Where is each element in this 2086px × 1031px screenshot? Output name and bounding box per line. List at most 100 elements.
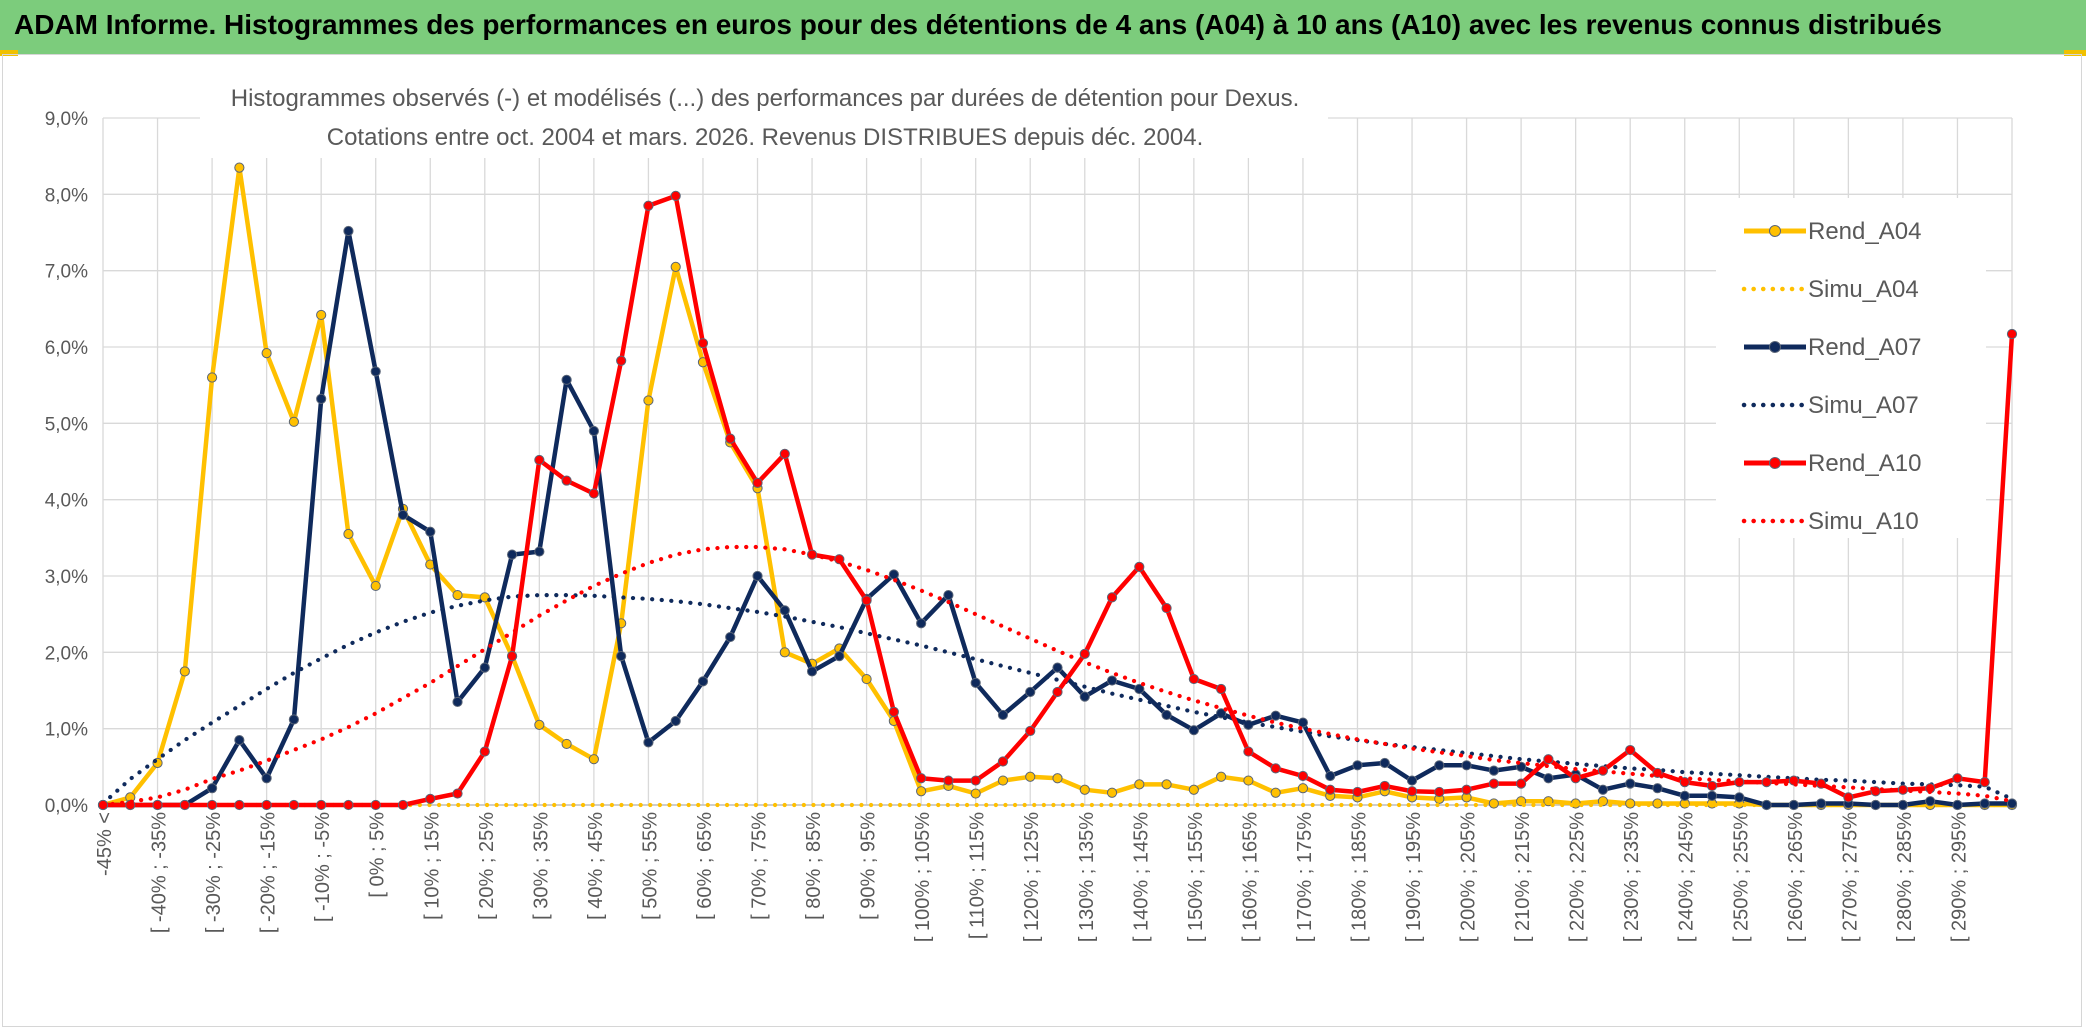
series-rend-a04-point [1134,779,1145,790]
series-rend-a07-point [1734,792,1745,803]
series-rend-a07-point [1679,790,1690,801]
series-rend-a10-point [506,651,518,662]
series-rend-a10-point [1106,592,1118,603]
x-category-label: -45% < [94,812,116,876]
series-rend-a07-point [1979,798,1990,809]
series-rend-a07-point [1816,798,1827,809]
series-rend-a07-point [1761,799,1772,811]
legend-marker-rend-a07 [1769,341,1781,353]
series-rend-a07-point [343,225,354,237]
series-rend-a04-point [1543,796,1554,807]
series-rend-a10-point [179,799,190,811]
series-rend-a04-point [234,162,245,173]
series-rend-a10-point [1161,602,1172,614]
series-rend-a07-point [1325,770,1336,782]
series-rend-a04-point [1106,787,1118,798]
series-rend-a07-point [234,735,245,746]
y-tick-label: 7,0% [45,262,88,283]
series-rend-a04-point [561,738,572,750]
series-rend-a07-point [1461,760,1472,771]
series-rend-a10-point [534,454,545,466]
series-rend-a10-point [1025,725,1036,737]
series-rend-a10-point [1379,780,1390,792]
x-category-label: [ 240% ; 245% [1676,812,1698,942]
series-rend-a10-point [616,355,627,366]
legend-label-rend-a07: Rend_A07 [1808,334,1921,361]
series-rend-a04-point [1079,784,1090,795]
series-rend-a10-point [1216,683,1227,695]
y-tick-label: 6,0% [45,338,88,359]
series-rend-a07-point [1406,775,1418,786]
series-rend-a10-point [997,756,1009,767]
series-rend-a04-point [343,528,354,540]
legend: Rend_A04 Simu_A04 Rend_A07 Simu_A07 Rend_A10… [1716,198,1986,538]
series-rend-a07-point [1352,760,1363,771]
series-rend-a10-point [234,799,245,811]
series-rend-a10-point [1679,777,1690,788]
series-rend-a07-point [1897,799,1909,811]
series-rend-a07-point [779,605,790,616]
series-rend-a10-point [697,338,709,349]
series-rend-a04-point [479,592,490,603]
series-rend-a07-point [479,662,490,673]
series-rend-a04-point [370,580,381,592]
series-rend-a10-point [370,799,381,811]
x-category-label: [ 180% ; 185% [1348,812,1370,942]
chart-frame [2,54,2082,1027]
series-rend-a07-point [970,677,981,688]
series-simu-a07-line [100,592,2015,806]
series-rend-a07-point [316,393,327,405]
series-rend-a04-point [179,666,190,677]
series-rend-a04-point [261,348,272,359]
series-rend-a10-point [1706,780,1718,792]
series-rend-a04-point [316,309,327,321]
series-rend-a10-point [425,793,436,804]
x-category-label: [ 60% ; 65% [694,812,716,920]
series-rend-a10-point [970,775,981,786]
series-rend-a04-point [452,589,463,601]
series-rend-a10-point [152,799,163,811]
y-tick-label: 8,0% [45,185,88,206]
series-rend-a10-point [725,433,736,444]
series-rend-a07-point [561,374,572,385]
series-rend-a10-point [1270,763,1281,774]
series-rend-a04-point [1188,784,1199,795]
series-rend-a07-point [1216,708,1227,719]
series-rend-a07-point [2006,798,2018,809]
series-rend-a10-point [643,200,654,211]
series-rend-a10-point [943,775,954,786]
series-rend-a04-point [643,395,654,406]
x-category-label: [ 190% ; 195% [1403,812,1425,942]
legend-label-simu-a04: Simu_A04 [1808,276,1919,303]
series-rend-a10-point [1461,784,1472,795]
x-axis-categories: -45% < [ -40% ; -35% [ -30% ; -25% [ -20% ;… [94,812,1970,942]
series-rend-a07-point [1270,710,1281,721]
series-rend-a10-point [861,595,872,606]
series-rend-a07-point [288,714,299,725]
series-rend-a07-point [1543,773,1554,784]
series-rend-a10-point [670,190,681,201]
series-simu-a10-line [100,544,2015,808]
y-tick-label: 0,0% [45,796,88,817]
series-rend-a04-point [1161,779,1172,790]
series-rend-a07-point [588,425,599,437]
series-rend-a07-point [943,589,954,601]
legend-label-rend-a10: Rend_A10 [1808,450,1921,477]
series-rend-a07-point [1134,683,1145,695]
series-rend-a07-point [834,651,845,662]
series-rend-a10-point [1188,673,1199,685]
x-category-label: [ 50% ; 55% [639,812,661,920]
series-rend-a04-point [1052,773,1063,784]
series-rend-a04-point [588,754,599,765]
series-rend-a07-point [1597,784,1609,795]
report-banner: ADAM Informe. Histogrammes des performan… [0,0,2086,54]
series-rend-a10-point [1243,746,1254,757]
x-category-label: [ 260% ; 265% [1785,812,1807,942]
series-rend-a10-point [916,773,927,784]
series-rend-a07-point [1870,799,1881,811]
series-rend-a07-point [1434,760,1445,771]
series-rend-a07-point [670,715,681,727]
series-rend-a07-point [1188,725,1199,736]
legend-label-simu-a07: Simu_A07 [1808,392,1919,419]
series-rend-a07-point [1788,799,1799,811]
